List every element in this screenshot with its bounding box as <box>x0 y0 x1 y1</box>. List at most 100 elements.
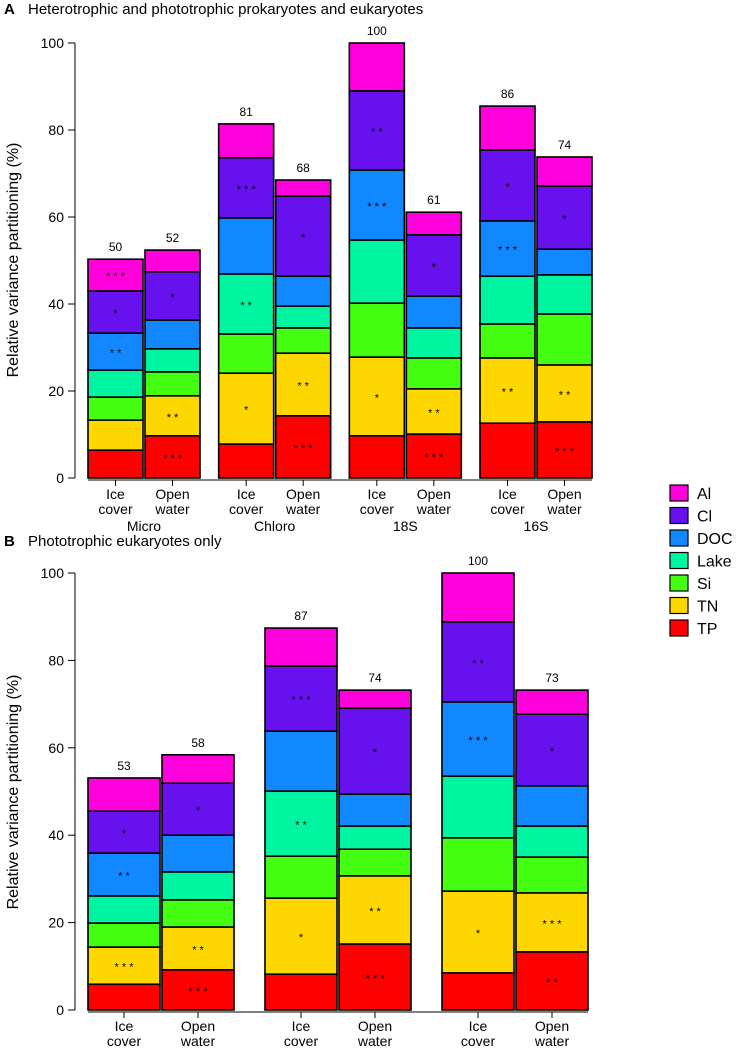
x-tick-label: Open <box>181 1018 215 1034</box>
bar-segment-al <box>144 249 201 273</box>
x-tick-label: Ice <box>469 1018 488 1034</box>
bar-total-label: 68 <box>296 161 310 175</box>
significance-label: * * <box>502 387 514 399</box>
panel-B: B Phototrophic eukaryotes only 0 20 40 60 80 10… <box>4 533 589 1052</box>
bar-total-label: 81 <box>239 105 253 119</box>
bar-segment-si <box>87 922 161 948</box>
bar-segment-si <box>348 302 406 358</box>
x-tick-label: water <box>154 501 190 517</box>
significance-label: * * * <box>294 443 314 455</box>
bar-segment-tp <box>479 422 536 479</box>
bar-segment-lake <box>87 369 144 398</box>
bar-segment-al <box>264 627 338 667</box>
bar-segment-cl <box>144 271 201 321</box>
bar-segment-tp <box>217 443 275 479</box>
legend-label: Cl <box>697 509 712 526</box>
bar-total-label: 87 <box>294 609 308 623</box>
bar-segment-al <box>348 42 406 92</box>
bar-segment-si <box>405 357 463 390</box>
significance-label: * * * <box>237 184 257 196</box>
bar-segment-al <box>87 258 144 292</box>
bar-segment-tn <box>217 372 275 445</box>
significance-label: * * * <box>498 245 518 257</box>
panel-letter: A <box>4 1 15 18</box>
bar-segment-tp <box>144 435 201 479</box>
significance-label: * * <box>472 658 484 670</box>
x-tick-label: cover <box>490 501 525 517</box>
legend-swatch <box>669 574 689 592</box>
bar-segment-tn <box>441 890 515 974</box>
legend-label: DOC <box>697 531 733 548</box>
y-tick-label: 20 <box>48 915 64 931</box>
significance-label: * * * <box>555 446 575 458</box>
bar-segment-doc <box>87 332 144 371</box>
significance-label: * * * <box>163 453 183 465</box>
bar-segment-tp <box>441 972 515 1011</box>
bar-segment-tp <box>348 435 406 479</box>
group-label: Chloro <box>254 518 295 534</box>
bar-segment-si <box>338 848 412 877</box>
significance-label: * * <box>428 407 440 419</box>
bar-segment-tp <box>536 421 593 479</box>
significance-label: * <box>301 232 306 244</box>
bar-segment-cl <box>536 185 593 250</box>
legend-swatch <box>669 619 689 637</box>
bar-segment-doc <box>144 319 201 350</box>
significance-label: * <box>562 214 567 226</box>
bar-segment-cl <box>348 90 406 171</box>
x-tick-label: water <box>285 501 321 517</box>
legend-label: TP <box>697 621 717 638</box>
bar-segment-si <box>217 333 275 374</box>
bar-segment-tp <box>264 973 338 1011</box>
bar-total-label: 52 <box>166 231 180 245</box>
y-tick-label: 60 <box>48 209 64 225</box>
legend-label: Lake <box>697 554 732 571</box>
significance-label: * <box>375 392 380 404</box>
bar-segment-al <box>536 156 593 187</box>
bar-segment-lake <box>144 348 201 373</box>
legend-item-si: Si <box>669 574 711 593</box>
panel-A: A Heterotrophic and phototrophic prokaryo… <box>4 1 593 534</box>
significance-label: * * <box>295 820 307 832</box>
group-label: 18S <box>393 518 418 534</box>
bar-segment-cl <box>217 157 275 219</box>
bar-segment-tn <box>515 892 589 953</box>
legend-swatch <box>669 596 689 615</box>
bar-segment-si <box>161 899 235 928</box>
bar-segment-tp <box>161 968 235 1011</box>
significance-label: * <box>122 828 127 840</box>
legend: Al Cl DOC Lake Si TN TP <box>669 484 733 638</box>
legend-label: Al <box>697 486 711 503</box>
significance-label: * * <box>559 389 571 401</box>
y-tick-label: 0 <box>56 1002 64 1018</box>
significance-label: * * <box>369 906 381 918</box>
bar-segment-doc <box>338 793 412 827</box>
bar-segment-tn <box>87 946 161 986</box>
bar-segment-tn <box>161 926 235 971</box>
x-tick-label: Open <box>535 1018 569 1034</box>
significance-label: * * * <box>367 201 387 213</box>
significance-label: * * * <box>115 962 135 974</box>
bar-segment-lake <box>515 825 589 858</box>
y-axis-label: Relative variance partitioning (%) <box>5 675 22 910</box>
significance-label: * * <box>371 126 383 138</box>
bar-segment-si <box>479 323 536 359</box>
bar-segment-si <box>441 837 515 892</box>
x-tick-label: water <box>546 501 582 517</box>
bar-total-label: 74 <box>368 671 382 685</box>
bar-segment-tp <box>274 414 332 479</box>
bar-segment-tn <box>274 352 332 417</box>
x-tick-label: Ice <box>237 486 256 502</box>
x-tick-label: Ice <box>106 486 125 502</box>
